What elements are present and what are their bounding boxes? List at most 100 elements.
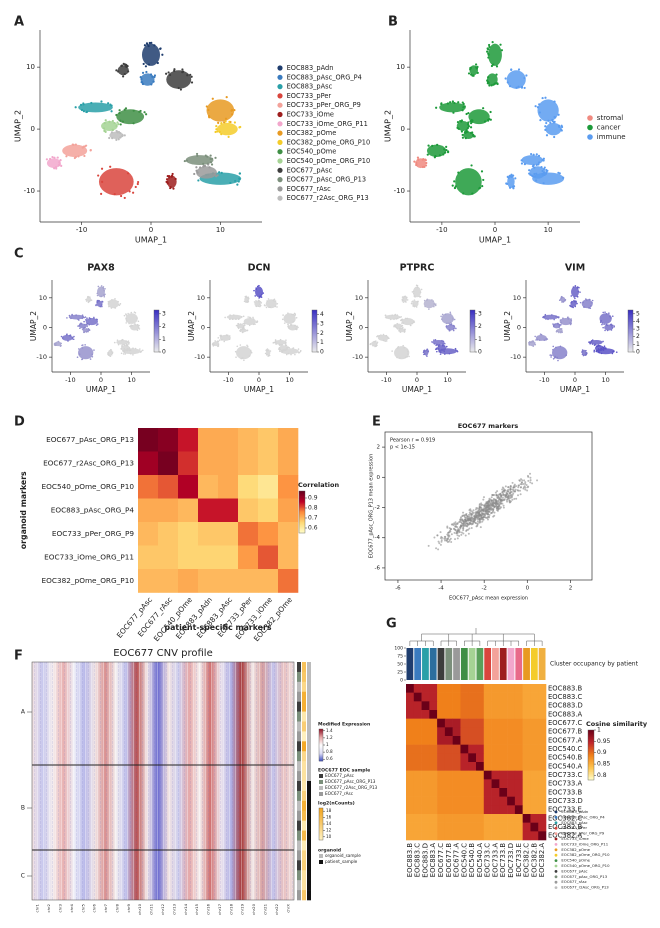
cell-cluster [441, 313, 454, 324]
heatmap-cell [429, 684, 438, 693]
heatmap-cell [437, 701, 446, 711]
cell-point [156, 61, 159, 65]
cell-point [243, 300, 246, 303]
heatmap-cell [476, 701, 485, 711]
colorbar-segment [470, 312, 475, 315]
heatmap-cell [538, 710, 547, 719]
colorbar-segment [628, 336, 633, 339]
colorbar-segment [628, 343, 633, 346]
row-label: EOC540_pOme_ORG_P10 [42, 482, 135, 491]
legend-label: EOC677_pAsc_ORG_P13 [287, 176, 366, 184]
scatter-point [502, 493, 505, 496]
colorbar-segment [628, 321, 633, 323]
cell-point [394, 326, 397, 328]
heatmap-cell [530, 753, 539, 763]
cell-point [388, 337, 390, 340]
x-tick-label: 0 [573, 376, 577, 384]
cell-point [265, 354, 268, 356]
heatmap-cell [406, 779, 415, 789]
panel-letter: G [386, 617, 397, 632]
cell-point [452, 328, 455, 330]
heatmap-cell [538, 753, 547, 763]
heatmap-cell [413, 701, 422, 711]
scatter-point [460, 531, 463, 534]
colorbar-tick-label: 16 [326, 815, 332, 820]
cell-point [582, 301, 584, 304]
heatmap-cell [538, 822, 547, 832]
cell-point [95, 304, 97, 307]
colorbar-segment [470, 311, 475, 314]
heatmap-cell [499, 753, 508, 763]
cnv-texture [32, 662, 294, 900]
cell-point [118, 111, 121, 115]
cell-point [609, 315, 611, 318]
heatmap-cell [483, 692, 492, 702]
chromosome-label: chr21 [263, 903, 268, 914]
cell-point [380, 334, 382, 336]
heatmap-cell [413, 831, 422, 841]
cell-point [376, 344, 378, 346]
cell-cluster [604, 324, 614, 331]
organoid-annotation [307, 701, 311, 712]
scatter-point [510, 495, 513, 498]
heatmap-cell [483, 831, 492, 841]
colorbar-segment [319, 734, 323, 736]
heatmap-cell [406, 831, 415, 841]
cell-point [272, 299, 275, 301]
heatmap-cell [452, 788, 461, 797]
cell-point [120, 352, 123, 355]
y-tick-label: 10 [396, 63, 405, 71]
cell-point [78, 319, 80, 321]
heatmap-cell [421, 736, 430, 745]
scatter-point [512, 489, 515, 492]
colorbar-segment [319, 817, 323, 819]
heatmap-cell [483, 744, 492, 754]
cell-cluster [206, 99, 235, 122]
cell-point [443, 345, 446, 347]
heatmap-cell [460, 744, 469, 754]
cell-point [453, 325, 456, 327]
cell-point [295, 325, 298, 328]
scatter-point [500, 500, 503, 503]
count-annotation [302, 741, 306, 752]
cell-point [402, 322, 405, 324]
heatmap-cell [421, 831, 430, 841]
cell-point [455, 327, 457, 330]
cell-point [433, 302, 436, 305]
cell-point [415, 161, 418, 165]
chromosome-label: chr16 [206, 903, 211, 914]
cell-point [285, 353, 288, 356]
organoid-annotation [307, 830, 311, 841]
occupancy-bar [437, 648, 445, 680]
heatmap-cell [444, 762, 453, 771]
scatter-point [485, 516, 488, 519]
organoid-annotation [307, 771, 311, 782]
cell-point [413, 299, 416, 301]
scatter-point [484, 504, 487, 507]
colorbar-tick-label: 1.4 [326, 728, 333, 733]
scatter-point [519, 489, 522, 492]
cell-point [443, 151, 447, 154]
x-tick-label: 10 [216, 226, 225, 234]
cell-point [461, 109, 464, 112]
cell-point [582, 354, 585, 357]
scatter-point [526, 489, 529, 492]
cell-point [127, 312, 129, 315]
cell-point [382, 339, 385, 342]
heatmap-cell [238, 522, 259, 546]
cell-point [508, 174, 511, 177]
heatmap-cell [444, 770, 453, 780]
x-axis-label: UMAP_1 [402, 385, 432, 394]
colorbar-tick-label: 0.7 [308, 515, 318, 522]
heatmap-cell [514, 710, 523, 719]
cell-point [409, 324, 412, 326]
heatmap-cell [483, 770, 492, 780]
cell-point [528, 341, 530, 344]
cell-point [544, 96, 547, 99]
cell-point [216, 130, 219, 133]
cell-point [413, 320, 415, 322]
cell-point [107, 102, 110, 105]
cell-point [466, 123, 470, 126]
scatter-point [453, 531, 456, 534]
cell-point [496, 82, 499, 86]
